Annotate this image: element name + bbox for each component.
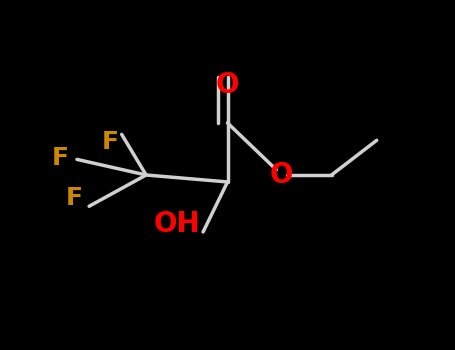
- Text: F: F: [66, 186, 83, 210]
- Text: O: O: [270, 161, 293, 189]
- Text: O: O: [216, 71, 239, 99]
- Text: OH: OH: [154, 210, 200, 238]
- Text: F: F: [52, 146, 69, 170]
- Text: F: F: [102, 130, 119, 154]
